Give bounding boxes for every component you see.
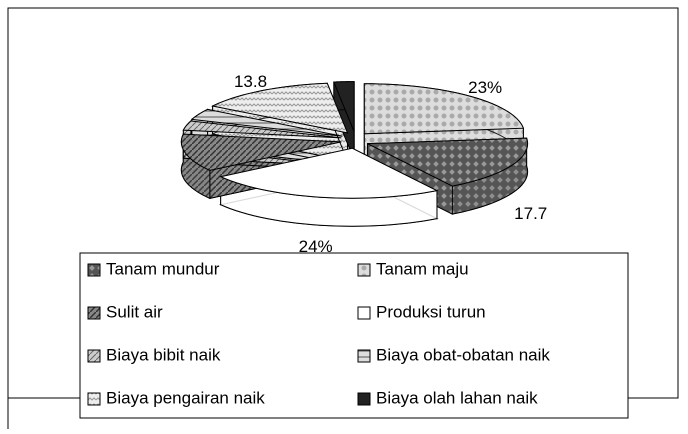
slice [367,137,529,187]
legend-label: Tanam mundur [106,259,220,278]
slice [333,81,355,132]
legend-label: Biaya olah lahan naik [376,388,538,407]
slice [363,83,525,135]
slice [180,133,342,171]
legend-swatch [87,263,101,277]
legend-label: Sulit air [106,302,163,321]
legend-label: Biaya bibit naik [106,345,221,364]
data-label: 23% [468,78,502,97]
legend-swatch [87,349,101,363]
slice [211,82,349,134]
legend-swatch [357,263,371,277]
legend-box [79,252,629,419]
slice [190,108,343,137]
slice [182,120,342,139]
legend-swatch [357,306,371,320]
legend-swatch [357,349,371,363]
legend-label: Biaya pengairan naik [106,388,265,407]
legend-swatch [87,306,101,320]
legend-label: Produksi turun [376,302,486,321]
legend-label: Tanam maju [376,259,469,278]
legend-swatch [357,392,371,406]
slice [219,147,439,199]
data-label: 24% [299,237,333,256]
data-label: 17.7 [514,204,547,223]
legend-swatch [87,392,101,406]
data-label: 13.8 [234,72,267,91]
legend-label: Biaya obat-obatan naik [376,345,550,364]
